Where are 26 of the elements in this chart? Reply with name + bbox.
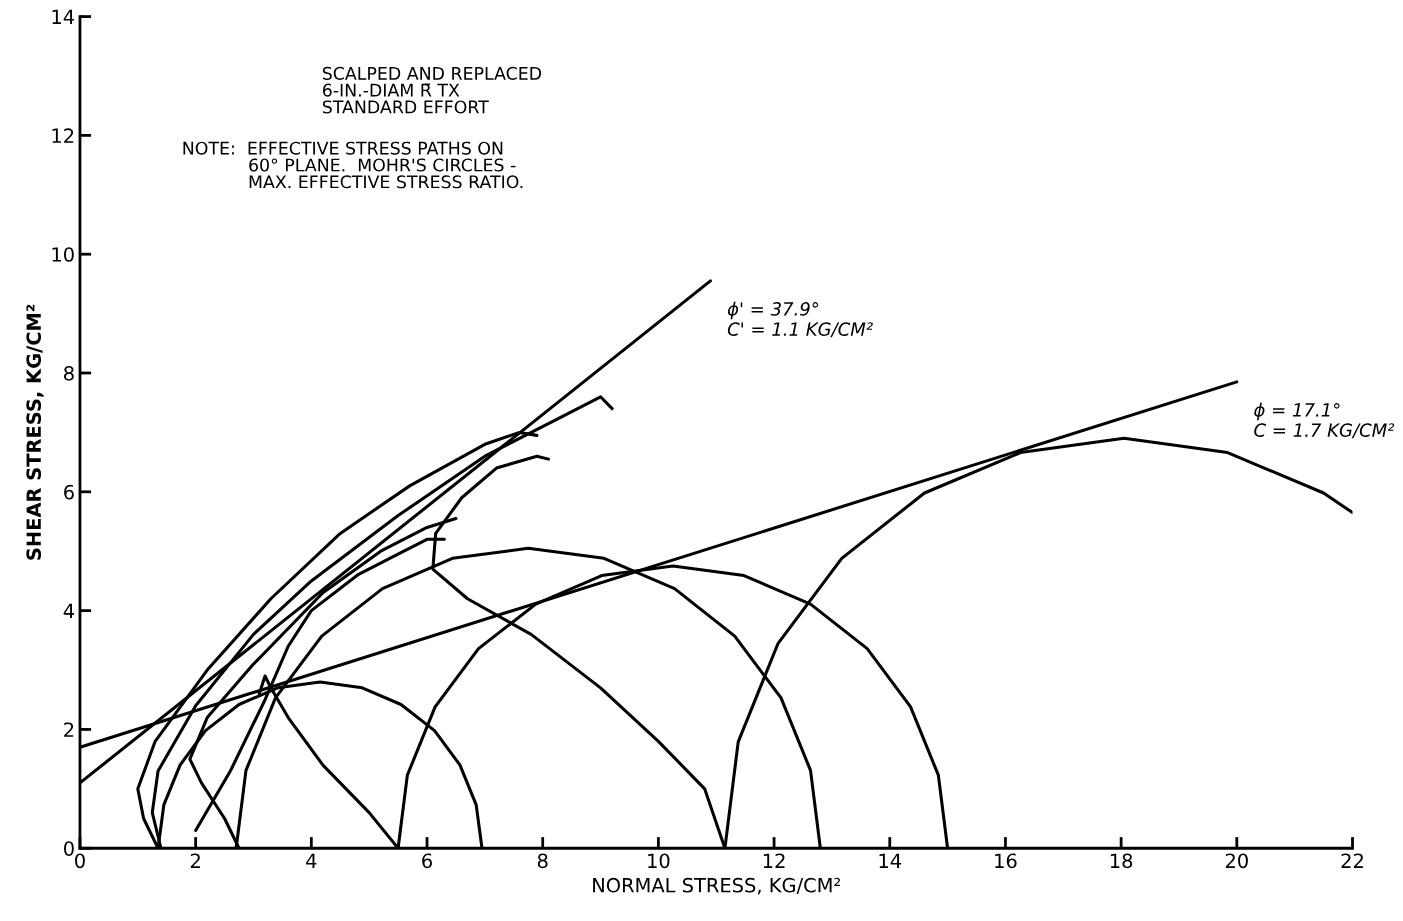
x-tick-label: 8 — [537, 853, 548, 869]
x-axis-title: NORMAL STRESS, KG/CM² — [593, 877, 841, 895]
x-tick-label: 0 — [75, 853, 85, 869]
x-tick-label: 14 — [879, 853, 902, 868]
x-tick-label: 4 — [306, 853, 317, 868]
x-tick-label: 20 — [1225, 853, 1248, 869]
annotation: SCALPED AND REPLACED 6-IN.-DIAM R̄ TX STANDARD EFFORT — [322, 66, 542, 114]
x-tick-label: 18 — [1110, 853, 1133, 869]
y-tick-label: 2 — [64, 722, 74, 737]
y-tick-label: 10 — [52, 247, 74, 262]
y-tick-label: 8 — [64, 365, 74, 381]
y-tick-label: 4 — [63, 603, 75, 619]
y-tick-label: 12 — [52, 128, 74, 143]
x-tick-label: 22 — [1341, 853, 1363, 868]
y-axis-title: SHEAR STRESS, KG/CM² — [26, 304, 44, 560]
annotation: NOTE: EFFECTIVE STRESS PATHS ON 60° PLANE. MOHR'S CIRCLES - MAX. EFFECTIVE STRESS RATIO. — [183, 141, 523, 189]
y-tick-label: 0 — [64, 841, 74, 856]
x-tick-label: 12 — [763, 853, 785, 868]
x-tick-label: 10 — [648, 853, 670, 869]
y-tick-label: 6 — [64, 484, 74, 500]
y-tick-label: 14 — [52, 9, 75, 24]
x-tick-label: 2 — [190, 853, 200, 868]
annotation: ϕ' = 37.9° C' = 1.1 KG/CM² — [727, 301, 873, 338]
x-tick-label: 6 — [422, 853, 432, 869]
annotation: ϕ = 17.1° C = 1.7 KG/CM² — [1254, 402, 1395, 439]
x-tick-label: 16 — [995, 853, 1017, 869]
